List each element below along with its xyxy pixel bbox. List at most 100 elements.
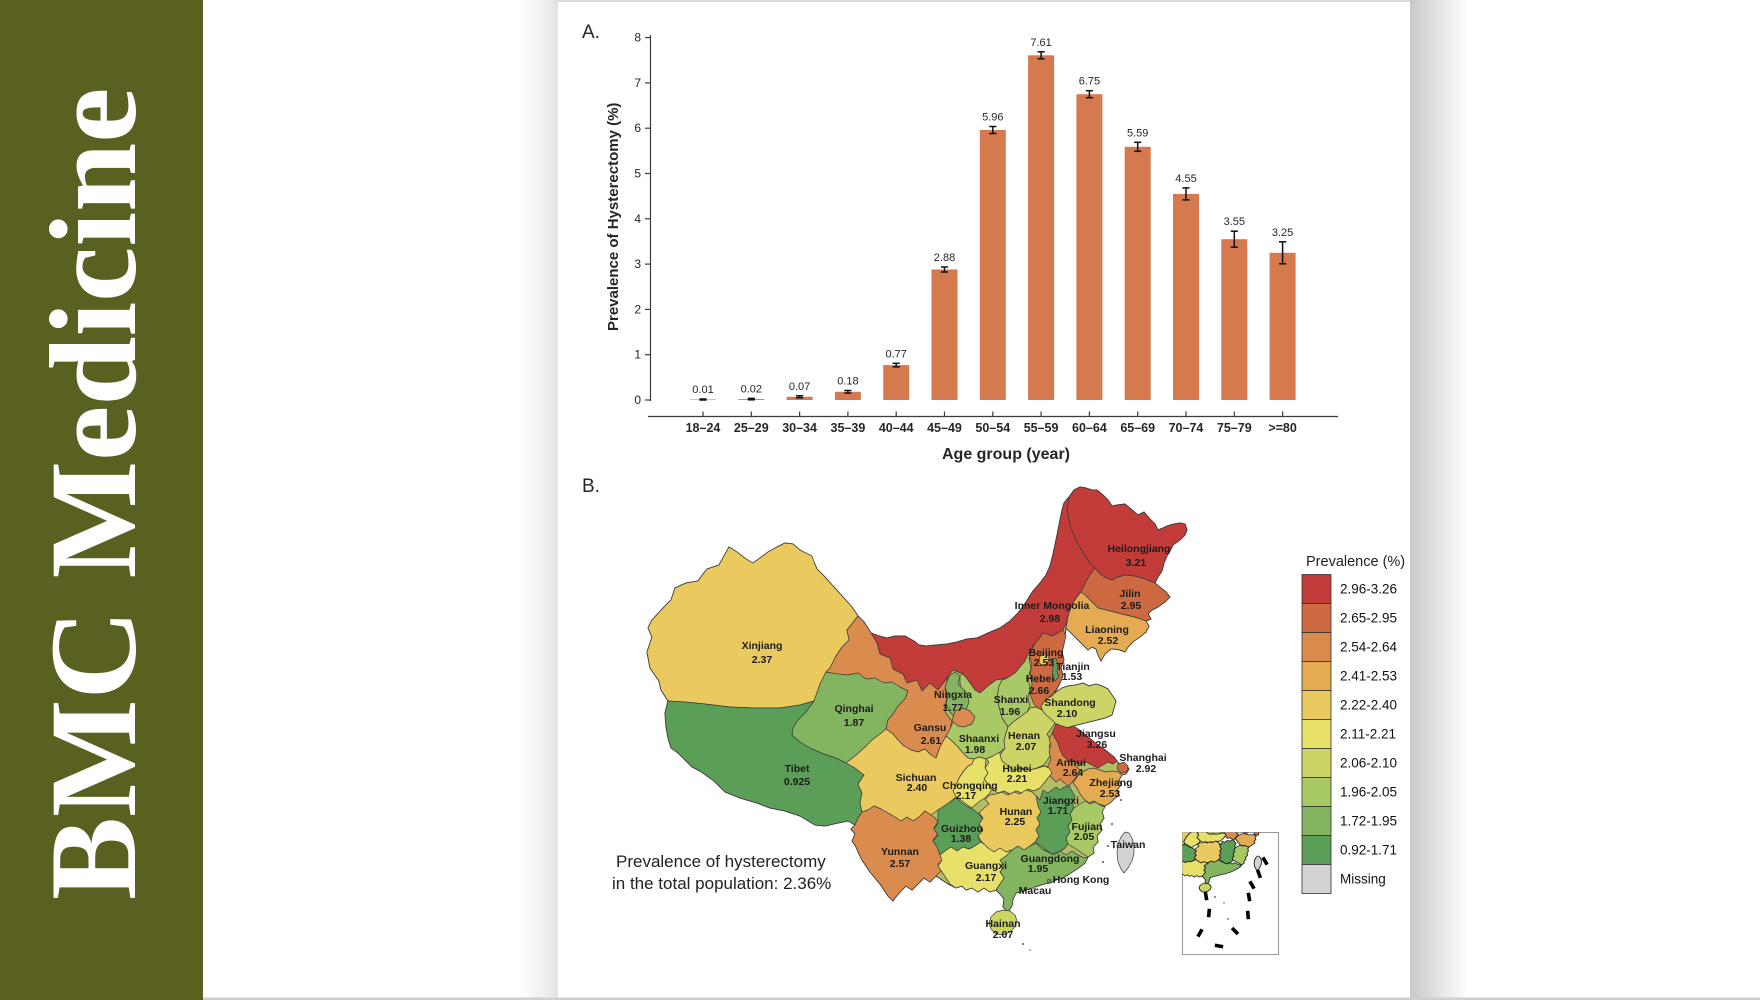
svg-text:2.98: 2.98 (1040, 613, 1061, 625)
svg-text:Guangxi: Guangxi (965, 860, 1007, 872)
svg-text:Hebei: Hebei (1026, 673, 1055, 685)
svg-text:Zhejiang: Zhejiang (1089, 777, 1132, 789)
svg-text:45–49: 45–49 (927, 421, 962, 435)
svg-text:Hainan: Hainan (985, 918, 1020, 930)
svg-text:in the total population: 2.36%: in the total population: 2.36% (612, 874, 831, 893)
svg-text:Guangdong: Guangdong (1021, 853, 1080, 865)
svg-text:2.05: 2.05 (1074, 831, 1095, 843)
svg-text:2.53: 2.53 (1100, 788, 1121, 800)
svg-text:2.11-2.21: 2.11-2.21 (1340, 727, 1396, 742)
svg-text:Prevalence (%): Prevalence (%) (1306, 554, 1405, 570)
svg-text:50–54: 50–54 (975, 421, 1010, 435)
svg-text:2.57: 2.57 (890, 858, 911, 870)
svg-text:1.71: 1.71 (1048, 805, 1069, 817)
svg-text:2.92: 2.92 (1136, 763, 1157, 775)
svg-text:0: 0 (634, 393, 641, 407)
svg-text:Shaanxi: Shaanxi (959, 733, 999, 745)
svg-text:Jiangxi: Jiangxi (1043, 795, 1079, 807)
svg-text:1.77: 1.77 (943, 702, 964, 714)
svg-text:Age group (year): Age group (year) (942, 446, 1070, 463)
svg-text:55–59: 55–59 (1024, 421, 1059, 435)
svg-text:Qinghai: Qinghai (834, 703, 873, 715)
svg-text:Prevalence of Hysterectomy (%): Prevalence of Hysterectomy (%) (605, 103, 622, 331)
svg-text:4.55: 4.55 (1175, 173, 1196, 185)
svg-text:1.72-1.95: 1.72-1.95 (1340, 814, 1397, 829)
svg-text:25–29: 25–29 (734, 421, 769, 435)
svg-text:2.40: 2.40 (907, 782, 928, 794)
svg-text:Shanxi: Shanxi (994, 694, 1029, 706)
svg-text:2: 2 (634, 302, 641, 316)
svg-text:2.37: 2.37 (752, 654, 773, 666)
svg-text:2.96-3.26: 2.96-3.26 (1340, 582, 1397, 597)
svg-text:1.95: 1.95 (1028, 863, 1049, 875)
svg-text:3: 3 (634, 257, 641, 271)
svg-text:A.: A. (582, 22, 600, 43)
svg-text:2.17: 2.17 (956, 790, 977, 802)
svg-text:2.66: 2.66 (1029, 685, 1050, 697)
svg-text:1.96-2.05: 1.96-2.05 (1340, 785, 1397, 800)
svg-text:Jiangsu: Jiangsu (1076, 728, 1116, 740)
svg-text:2.07: 2.07 (993, 929, 1014, 941)
svg-text:7: 7 (634, 76, 641, 90)
svg-text:70–74: 70–74 (1169, 421, 1204, 435)
svg-text:Jilin: Jilin (1119, 588, 1140, 600)
svg-text:Sichuan: Sichuan (896, 772, 937, 784)
svg-text:30–34: 30–34 (782, 421, 817, 435)
svg-text:2.53: 2.53 (1034, 657, 1055, 669)
svg-text:3.26: 3.26 (1087, 739, 1108, 751)
svg-text:2.06-2.10: 2.06-2.10 (1340, 756, 1397, 771)
svg-text:Tianjin: Tianjin (1056, 661, 1090, 673)
svg-text:3.25: 3.25 (1272, 227, 1293, 239)
svg-text:5.59: 5.59 (1127, 127, 1148, 139)
svg-text:Missing: Missing (1340, 872, 1386, 887)
svg-text:2.88: 2.88 (934, 252, 955, 264)
svg-text:BMC Medicine: BMC Medicine (24, 87, 162, 900)
svg-text:5: 5 (634, 167, 641, 181)
svg-text:2.21: 2.21 (1007, 773, 1028, 785)
svg-text:Macau: Macau (1019, 885, 1052, 897)
svg-text:18–24: 18–24 (686, 421, 721, 435)
svg-text:0.07: 0.07 (789, 381, 810, 393)
svg-text:1: 1 (634, 348, 641, 362)
svg-text:Fujian: Fujian (1072, 821, 1103, 833)
svg-text:40–44: 40–44 (879, 421, 914, 435)
svg-text:60–64: 60–64 (1072, 421, 1107, 435)
svg-text:>=80: >=80 (1268, 421, 1297, 435)
svg-text:Taiwan: Taiwan (1111, 839, 1146, 851)
svg-text:2.07: 2.07 (1016, 741, 1037, 753)
svg-text:2.10: 2.10 (1057, 708, 1078, 720)
svg-text:8: 8 (634, 31, 641, 45)
svg-text:3.55: 3.55 (1224, 216, 1245, 228)
svg-text:5.96: 5.96 (982, 112, 1003, 124)
svg-text:0.02: 0.02 (741, 383, 762, 395)
svg-text:Guizhou: Guizhou (941, 823, 983, 835)
svg-text:2.25: 2.25 (1005, 816, 1026, 828)
svg-text:65–69: 65–69 (1120, 421, 1155, 435)
svg-text:2.65-2.95: 2.65-2.95 (1340, 611, 1397, 626)
svg-text:0.01: 0.01 (692, 384, 713, 396)
svg-text:Heilongjiang: Heilongjiang (1108, 543, 1171, 555)
svg-text:Hong Kong: Hong Kong (1053, 874, 1110, 886)
svg-text:2.54-2.64: 2.54-2.64 (1340, 640, 1398, 655)
svg-text:Shanghai: Shanghai (1119, 752, 1166, 764)
svg-text:Xinjiang: Xinjiang (742, 640, 783, 652)
svg-text:75–79: 75–79 (1217, 421, 1252, 435)
svg-text:2.52: 2.52 (1098, 635, 1119, 647)
svg-text:1.38: 1.38 (951, 833, 972, 845)
svg-text:Shandong: Shandong (1044, 697, 1095, 709)
svg-text:Chongqing: Chongqing (942, 780, 997, 792)
svg-text:Beijing: Beijing (1028, 647, 1063, 659)
svg-text:4: 4 (634, 212, 641, 226)
svg-text:Tibet: Tibet (785, 763, 810, 775)
svg-text:35–39: 35–39 (831, 421, 866, 435)
svg-text:Anhui: Anhui (1056, 757, 1086, 769)
svg-text:2.17: 2.17 (976, 872, 997, 884)
svg-text:Liaoning: Liaoning (1085, 624, 1129, 636)
svg-text:3.21: 3.21 (1126, 557, 1147, 569)
svg-text:Henan: Henan (1008, 730, 1040, 742)
svg-text:0.925: 0.925 (784, 776, 810, 788)
svg-text:0.92-1.71: 0.92-1.71 (1340, 843, 1397, 858)
svg-text:2.64: 2.64 (1063, 767, 1084, 779)
svg-text:7.61: 7.61 (1030, 37, 1051, 49)
svg-text:Hunan: Hunan (1000, 806, 1033, 818)
